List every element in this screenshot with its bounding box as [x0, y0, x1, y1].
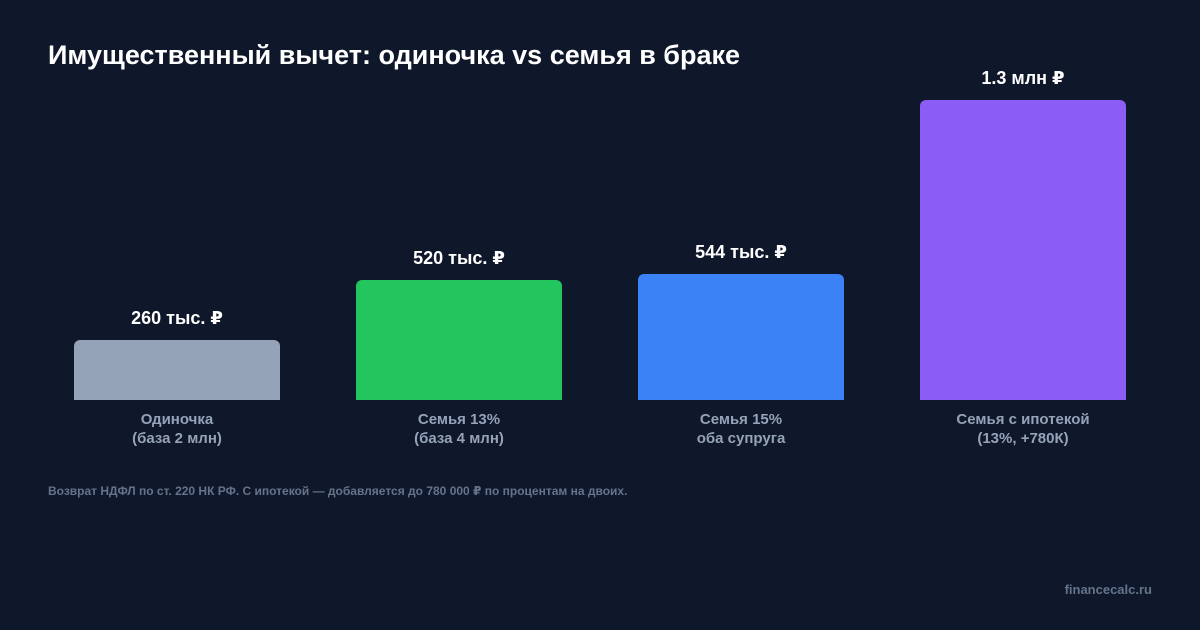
x-tick-label: Одиночка (база 2 млн) — [132, 411, 222, 447]
value-label: 260 тыс. ₽ — [131, 308, 223, 328]
watermark: financecalc.ru — [1064, 582, 1152, 597]
value-label: 520 тыс. ₽ — [413, 248, 505, 268]
x-tick-label: Семья с ипотекой (13%, +780К) — [956, 411, 1090, 447]
bar — [356, 280, 562, 400]
x-tick-label: Семья 15% оба супруга — [696, 411, 786, 447]
bar — [638, 274, 844, 400]
footnote: Возврат НДФЛ по ст. 220 НК РФ. С ипотеко… — [48, 484, 628, 498]
value-label: 1.3 млн ₽ — [981, 68, 1065, 88]
bar — [920, 100, 1126, 400]
chart-title: Имущественный вычет: одиночка vs семья в… — [48, 40, 741, 70]
value-label: 544 тыс. ₽ — [695, 242, 787, 263]
bar — [74, 340, 280, 400]
x-tick-label: Семья 13% (база 4 млн) — [414, 411, 504, 447]
